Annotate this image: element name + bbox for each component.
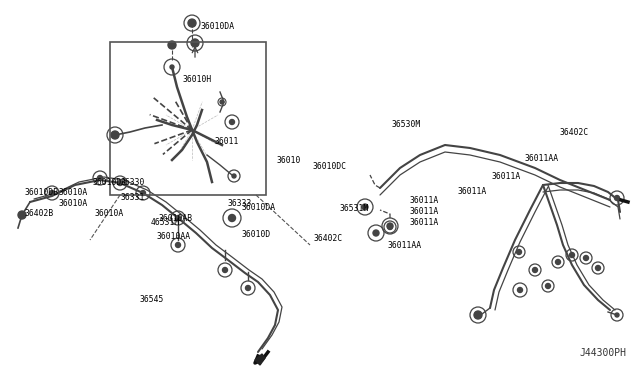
Circle shape [113, 133, 117, 137]
Circle shape [118, 180, 122, 186]
Text: 36010DA: 36010DA [242, 203, 276, 212]
Text: 36331: 36331 [120, 193, 145, 202]
Circle shape [141, 190, 145, 196]
Circle shape [476, 313, 480, 317]
Circle shape [230, 119, 234, 125]
Circle shape [191, 39, 199, 47]
Text: 36330: 36330 [120, 178, 145, 187]
Text: 36402B: 36402B [24, 209, 54, 218]
Text: 36010D: 36010D [242, 230, 271, 239]
Text: 36011AA: 36011AA [525, 154, 559, 163]
Circle shape [584, 256, 589, 260]
Text: J44300PH: J44300PH [579, 348, 626, 357]
Circle shape [474, 311, 482, 319]
Text: 36402C: 36402C [314, 234, 343, 243]
Circle shape [615, 313, 619, 317]
Polygon shape [255, 354, 265, 365]
Circle shape [220, 100, 224, 104]
Text: 36011A: 36011A [410, 207, 439, 216]
Circle shape [223, 267, 227, 273]
Text: 36011A: 36011A [492, 172, 521, 181]
Text: 36545: 36545 [140, 295, 164, 304]
Text: 36011AA: 36011AA [387, 241, 421, 250]
Circle shape [595, 266, 600, 270]
Circle shape [545, 283, 550, 289]
Circle shape [168, 41, 176, 49]
Circle shape [232, 174, 236, 178]
Circle shape [570, 253, 575, 257]
Circle shape [556, 260, 561, 264]
Text: 36010AB: 36010AB [159, 214, 193, 223]
Circle shape [518, 288, 522, 292]
Text: 36010DA: 36010DA [200, 22, 234, 31]
Circle shape [175, 215, 180, 221]
Circle shape [170, 65, 174, 69]
Text: 36010A: 36010A [95, 209, 124, 218]
Circle shape [362, 204, 368, 210]
Text: 36010AA: 36010AA [156, 232, 190, 241]
Text: 36010DB: 36010DB [24, 188, 58, 197]
Text: 36010H: 36010H [182, 76, 212, 84]
Circle shape [188, 19, 196, 27]
Text: 36011A: 36011A [458, 187, 487, 196]
Text: 36010A: 36010A [59, 188, 88, 197]
Circle shape [387, 223, 393, 229]
Text: 36010DA: 36010DA [93, 178, 127, 187]
Circle shape [193, 41, 197, 45]
Text: 36010A: 36010A [59, 199, 88, 208]
Circle shape [246, 285, 250, 291]
Circle shape [97, 176, 102, 180]
Text: 36333: 36333 [227, 199, 252, 208]
Text: 46531M: 46531M [150, 218, 180, 227]
Bar [110, 42, 266, 195]
Circle shape [228, 215, 236, 221]
Circle shape [516, 250, 522, 254]
Circle shape [111, 131, 119, 139]
Text: 36530M: 36530M [392, 120, 421, 129]
Circle shape [614, 196, 620, 201]
Circle shape [175, 243, 180, 247]
Circle shape [373, 230, 379, 236]
Circle shape [18, 211, 26, 219]
Text: 36011A: 36011A [410, 196, 439, 205]
Circle shape [532, 267, 538, 273]
Circle shape [387, 224, 392, 230]
Circle shape [190, 21, 194, 25]
Circle shape [49, 190, 54, 196]
Text: 36010DC: 36010DC [312, 162, 346, 171]
Text: 36402C: 36402C [560, 128, 589, 137]
Text: 36531M: 36531M [339, 204, 369, 213]
Text: 36010: 36010 [276, 156, 301, 165]
Text: 36011: 36011 [214, 137, 239, 146]
Text: 36011A: 36011A [410, 218, 439, 227]
